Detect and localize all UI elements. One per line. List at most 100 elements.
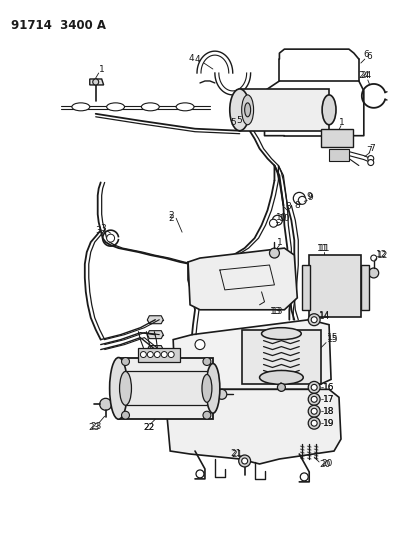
- Circle shape: [368, 159, 374, 166]
- Bar: [321, 129, 353, 147]
- Text: 14: 14: [319, 312, 331, 321]
- Circle shape: [239, 455, 251, 467]
- Ellipse shape: [245, 103, 251, 117]
- Text: 20: 20: [319, 461, 331, 470]
- Text: 23: 23: [91, 422, 102, 431]
- Circle shape: [154, 352, 160, 358]
- Polygon shape: [147, 345, 163, 353]
- Text: 23: 23: [89, 423, 100, 432]
- Circle shape: [242, 458, 248, 464]
- Ellipse shape: [107, 103, 125, 111]
- Text: 10: 10: [277, 213, 288, 222]
- Bar: [361, 265, 369, 310]
- Text: 4: 4: [195, 54, 201, 63]
- Text: 21: 21: [232, 449, 243, 458]
- Ellipse shape: [119, 372, 132, 405]
- Circle shape: [203, 411, 211, 419]
- Text: 15: 15: [327, 333, 338, 342]
- Circle shape: [311, 397, 317, 402]
- Circle shape: [311, 408, 317, 414]
- Bar: [302, 265, 310, 310]
- Circle shape: [277, 383, 285, 391]
- Text: 5: 5: [237, 116, 242, 125]
- Bar: [119, 358, 213, 419]
- Circle shape: [308, 405, 320, 417]
- Circle shape: [300, 473, 308, 481]
- Text: 11: 11: [317, 244, 329, 253]
- Text: 17: 17: [323, 395, 335, 404]
- Text: 11: 11: [319, 244, 331, 253]
- Text: 22: 22: [143, 423, 154, 432]
- Circle shape: [121, 358, 130, 366]
- Ellipse shape: [202, 375, 212, 402]
- Text: 21: 21: [231, 449, 242, 457]
- Text: 6: 6: [367, 52, 373, 61]
- Text: 3: 3: [96, 225, 102, 235]
- Text: 7: 7: [369, 144, 375, 153]
- Ellipse shape: [262, 328, 301, 340]
- Circle shape: [196, 470, 204, 478]
- Circle shape: [369, 268, 379, 278]
- Circle shape: [195, 373, 205, 382]
- Polygon shape: [165, 389, 341, 464]
- Text: 10: 10: [279, 214, 291, 223]
- Text: 1: 1: [339, 118, 345, 127]
- Circle shape: [147, 352, 153, 358]
- Circle shape: [308, 417, 320, 429]
- Text: 3: 3: [101, 224, 106, 233]
- Text: 91714  3400 A: 91714 3400 A: [11, 19, 106, 33]
- Circle shape: [168, 352, 174, 358]
- Bar: [329, 149, 349, 160]
- Text: 19: 19: [323, 419, 335, 427]
- Circle shape: [311, 317, 317, 322]
- Circle shape: [308, 393, 320, 405]
- Circle shape: [298, 196, 306, 204]
- Text: 6: 6: [364, 50, 370, 59]
- Text: 15: 15: [327, 335, 338, 344]
- Circle shape: [311, 384, 317, 390]
- Ellipse shape: [72, 103, 90, 111]
- Circle shape: [368, 156, 374, 161]
- Text: 22: 22: [143, 423, 154, 432]
- Circle shape: [121, 411, 130, 419]
- Text: 1: 1: [99, 64, 104, 74]
- Text: 2: 2: [168, 214, 174, 223]
- Text: 9: 9: [306, 192, 312, 201]
- Text: 13: 13: [271, 307, 283, 316]
- Text: 8: 8: [285, 202, 291, 211]
- Polygon shape: [147, 316, 163, 324]
- Text: 7: 7: [366, 146, 372, 155]
- Text: 14: 14: [319, 311, 331, 320]
- Ellipse shape: [141, 103, 159, 111]
- Text: 16: 16: [323, 383, 335, 392]
- Text: 8: 8: [294, 201, 300, 210]
- Bar: [242, 330, 321, 384]
- Circle shape: [217, 389, 227, 399]
- Circle shape: [161, 352, 167, 358]
- Ellipse shape: [322, 95, 336, 125]
- Text: 1: 1: [277, 238, 283, 247]
- Polygon shape: [147, 330, 163, 338]
- Text: 5: 5: [231, 118, 236, 127]
- Circle shape: [107, 234, 115, 242]
- Circle shape: [203, 358, 211, 366]
- Ellipse shape: [230, 89, 250, 131]
- Ellipse shape: [110, 358, 128, 419]
- Circle shape: [304, 373, 314, 382]
- Circle shape: [311, 420, 317, 426]
- Text: 2: 2: [168, 211, 174, 220]
- Circle shape: [195, 340, 205, 350]
- Text: 24: 24: [361, 71, 372, 80]
- Text: 17: 17: [323, 395, 335, 404]
- Text: 12: 12: [376, 249, 387, 259]
- Circle shape: [371, 255, 377, 261]
- Ellipse shape: [206, 364, 220, 413]
- Circle shape: [308, 382, 320, 393]
- Circle shape: [100, 398, 112, 410]
- Circle shape: [293, 192, 305, 204]
- Bar: [126, 372, 207, 405]
- Text: 4: 4: [188, 54, 194, 62]
- Text: 24: 24: [359, 70, 370, 79]
- Text: 16: 16: [323, 383, 335, 392]
- Text: 18: 18: [323, 407, 335, 416]
